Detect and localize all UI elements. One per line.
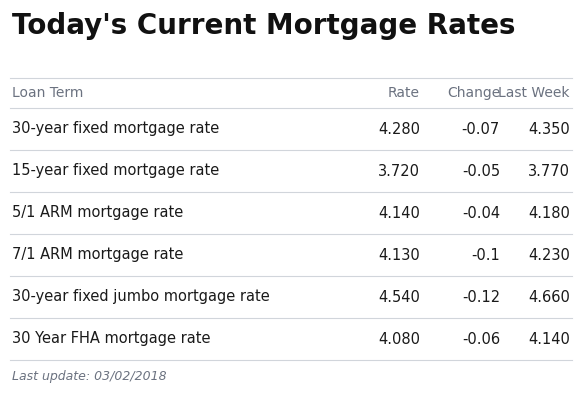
Text: 7/1 ARM mortgage rate: 7/1 ARM mortgage rate <box>12 248 183 263</box>
Text: -0.05: -0.05 <box>462 164 500 179</box>
Text: Last Week: Last Week <box>499 86 570 100</box>
Text: 30-year fixed mortgage rate: 30-year fixed mortgage rate <box>12 122 219 137</box>
Text: -0.04: -0.04 <box>462 206 500 221</box>
Text: 4.080: 4.080 <box>378 331 420 346</box>
Text: Loan Term: Loan Term <box>12 86 83 100</box>
Text: 5/1 ARM mortgage rate: 5/1 ARM mortgage rate <box>12 206 183 221</box>
Text: 30 Year FHA mortgage rate: 30 Year FHA mortgage rate <box>12 331 211 346</box>
Text: 4.140: 4.140 <box>528 331 570 346</box>
Text: 4.660: 4.660 <box>528 289 570 305</box>
Text: 15-year fixed mortgage rate: 15-year fixed mortgage rate <box>12 164 219 179</box>
Text: Last update: 03/02/2018: Last update: 03/02/2018 <box>12 370 166 383</box>
Text: -0.12: -0.12 <box>462 289 500 305</box>
Text: 30-year fixed jumbo mortgage rate: 30-year fixed jumbo mortgage rate <box>12 289 269 305</box>
Text: -0.07: -0.07 <box>462 122 500 137</box>
Text: 4.180: 4.180 <box>528 206 570 221</box>
Text: 4.280: 4.280 <box>378 122 420 137</box>
Text: Change: Change <box>447 86 500 100</box>
Text: Rate: Rate <box>388 86 420 100</box>
Text: -0.06: -0.06 <box>462 331 500 346</box>
Text: 4.230: 4.230 <box>528 248 570 263</box>
Text: 4.350: 4.350 <box>528 122 570 137</box>
Text: 3.720: 3.720 <box>378 164 420 179</box>
Text: 3.770: 3.770 <box>528 164 570 179</box>
Text: -0.1: -0.1 <box>471 248 500 263</box>
Text: 4.130: 4.130 <box>378 248 420 263</box>
Text: 4.140: 4.140 <box>378 206 420 221</box>
Text: Today's Current Mortgage Rates: Today's Current Mortgage Rates <box>12 12 516 40</box>
Text: 4.540: 4.540 <box>378 289 420 305</box>
